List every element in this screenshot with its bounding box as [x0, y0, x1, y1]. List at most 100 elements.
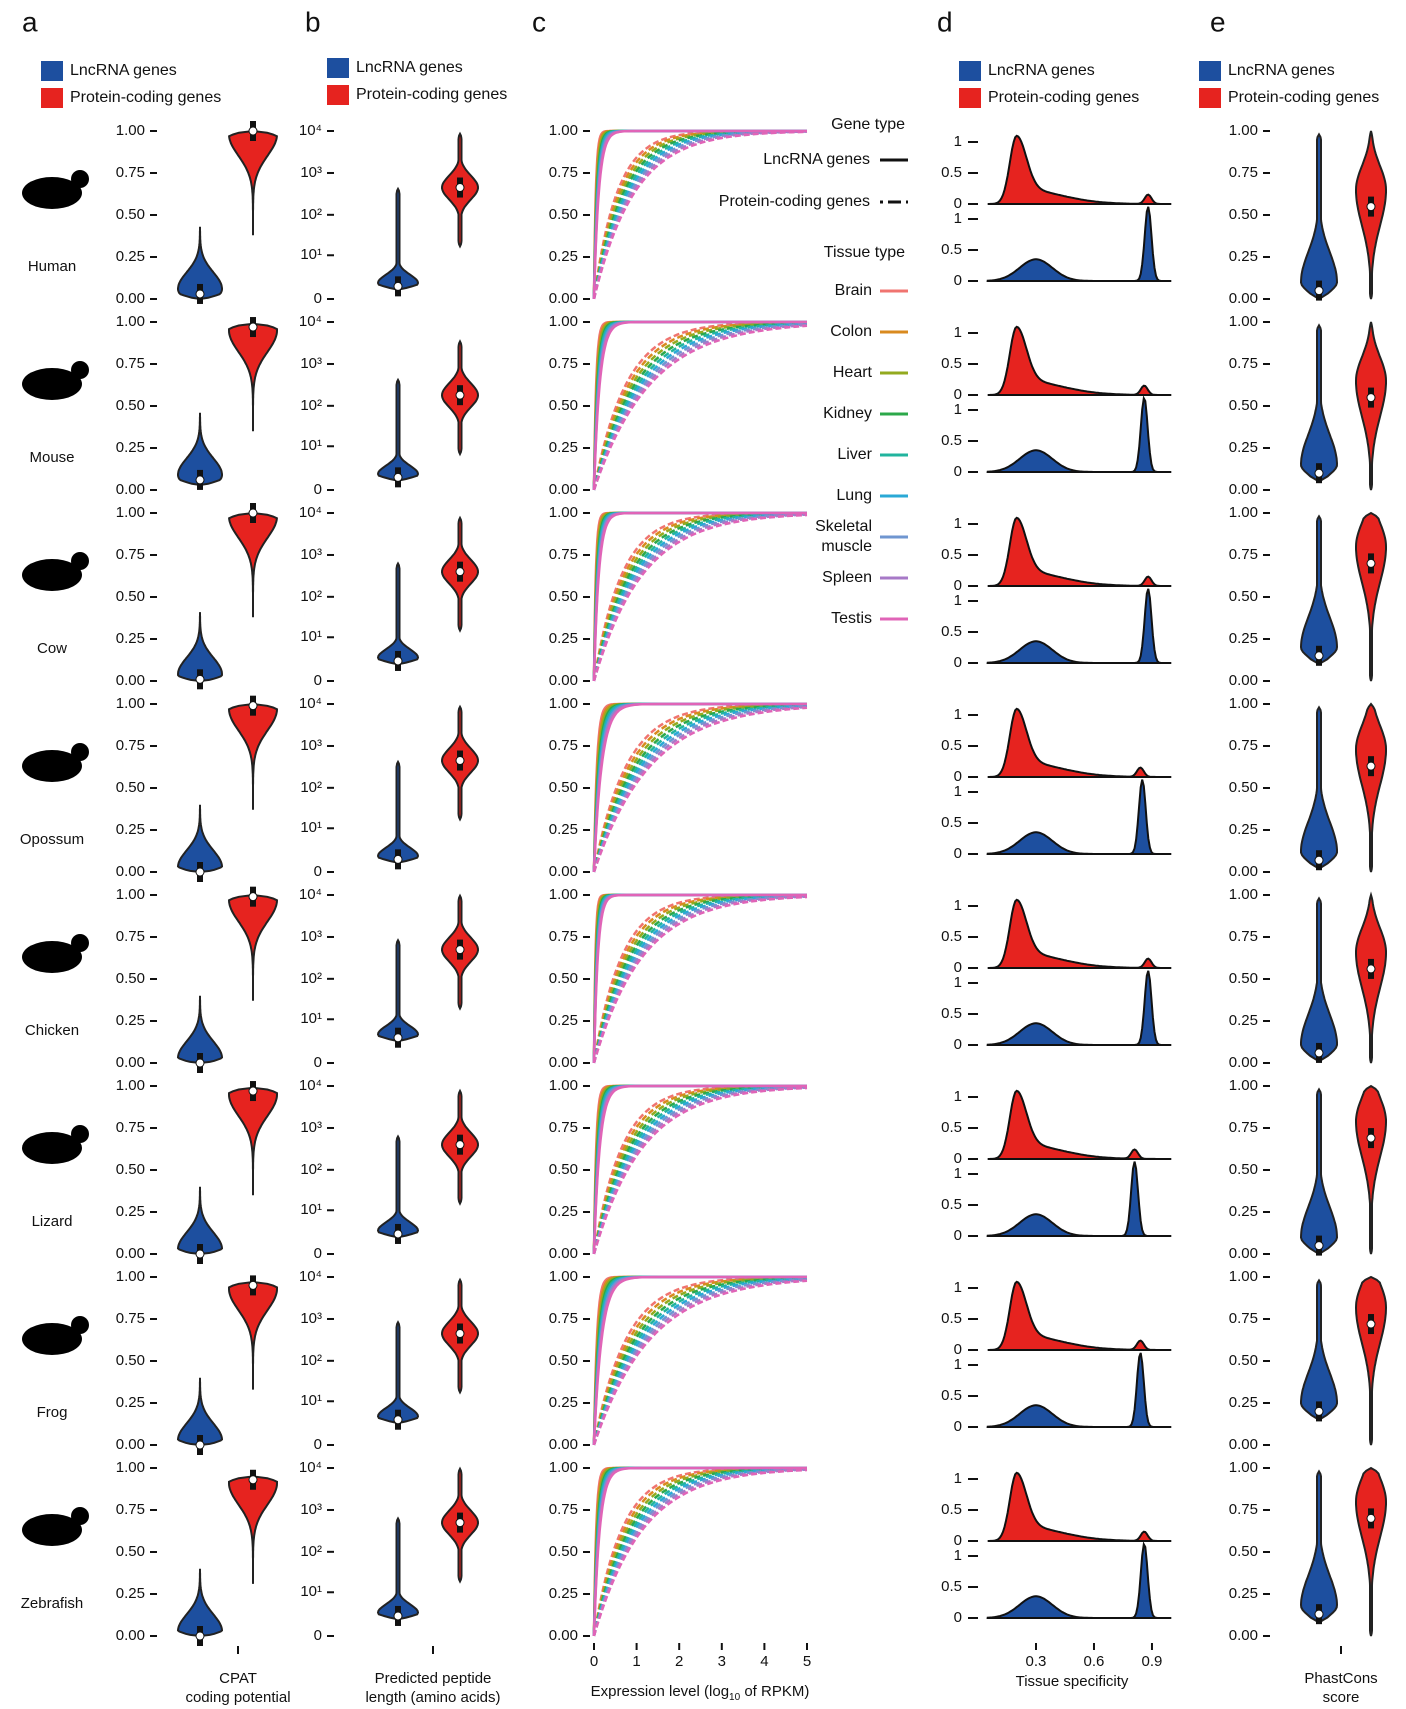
violin: [1301, 707, 1337, 868]
y-tick-label: 1.00: [116, 504, 145, 521]
y-tick-label: 0.75: [116, 546, 145, 563]
y-tick-label: 10¹: [300, 1201, 322, 1218]
median: [1367, 1514, 1375, 1522]
y-tick-label: 1: [954, 1088, 962, 1105]
y-tick-label: 1.00: [116, 695, 145, 712]
cdf-line: [594, 514, 807, 681]
y-tick-label: 0.75: [1229, 928, 1258, 945]
species-icon: [71, 1316, 89, 1334]
legend-label: Skeletal: [815, 518, 872, 535]
cdf-line: [594, 1469, 807, 1636]
y-tick-label: 1.00: [1229, 886, 1258, 903]
y-tick-label: 0.00: [116, 481, 145, 498]
violin: [378, 1322, 418, 1423]
y-tick-label: 10⁴: [299, 313, 322, 330]
y-tick-label: 0.50: [1229, 588, 1258, 605]
median: [249, 509, 257, 517]
y-tick-label: 1: [954, 324, 962, 341]
x-tick-label: 5: [803, 1653, 811, 1670]
median: [249, 1476, 257, 1484]
y-tick-label: 0: [314, 1627, 322, 1644]
y-tick-label: 0.5: [941, 1387, 962, 1404]
median: [196, 1250, 204, 1258]
violin: [378, 380, 418, 481]
y-tick-label: 0.25: [116, 1394, 145, 1411]
x-tick-label: 4: [760, 1653, 768, 1670]
median: [394, 1612, 402, 1620]
cdf-line: [594, 1469, 807, 1636]
y-tick-label: 1.00: [116, 122, 145, 139]
median: [1315, 1242, 1323, 1250]
cdf-line: [594, 515, 807, 681]
y-tick-label: 10³: [300, 164, 322, 181]
cdf-line: [594, 706, 807, 872]
median: [249, 702, 257, 710]
y-tick-label: 0.00: [1229, 1627, 1258, 1644]
cdf-line: [594, 324, 807, 490]
x-axis-label-part: of RPKM): [740, 1683, 809, 1700]
median: [456, 391, 464, 399]
species-name: Opossum: [20, 831, 84, 848]
y-tick-label: 0.00: [116, 1436, 145, 1453]
y-tick-label: 0: [314, 290, 322, 307]
species-icon: [71, 1507, 89, 1525]
median: [394, 1034, 402, 1042]
y-tick-label: 0.50: [549, 1352, 578, 1369]
violin: [1356, 895, 1386, 1063]
density: [988, 1282, 1172, 1350]
density: [988, 136, 1172, 204]
y-tick-label: 0.25: [1229, 630, 1258, 647]
y-tick-label: 1.00: [116, 886, 145, 903]
panel-label: a: [22, 6, 38, 37]
median: [1315, 856, 1323, 864]
y-tick-label: 0.50: [549, 1161, 578, 1178]
cdf-line: [594, 324, 807, 490]
median: [1315, 287, 1323, 295]
y-tick-label: 0.25: [549, 439, 578, 456]
legend-label: Colon: [830, 323, 872, 340]
y-tick-label: 0.25: [1229, 439, 1258, 456]
y-tick-label: 0.00: [549, 481, 578, 498]
violin: [178, 1378, 222, 1445]
y-tick-label: 10⁴: [299, 1268, 322, 1285]
y-tick-label: 0.75: [1229, 737, 1258, 754]
cdf-line: [594, 897, 807, 1063]
density: [988, 709, 1172, 777]
y-tick-label: 1.00: [549, 1268, 578, 1285]
violin: [378, 940, 418, 1041]
y-tick-label: 0.75: [1229, 355, 1258, 372]
y-tick-label: 0.25: [1229, 1203, 1258, 1220]
panel-label: c: [532, 6, 546, 37]
y-tick-label: 0.25: [1229, 1585, 1258, 1602]
y-tick-label: 0: [314, 481, 322, 498]
median: [1367, 1134, 1375, 1142]
y-tick-label: 0: [954, 1418, 962, 1435]
density: [988, 971, 1172, 1045]
violin: [1301, 898, 1337, 1061]
y-tick-label: 10⁴: [299, 122, 322, 139]
density: [988, 1091, 1172, 1159]
x-tick-label: 0.9: [1142, 1653, 1163, 1670]
violin: [378, 762, 418, 863]
panel-label: b: [305, 6, 321, 37]
density: [988, 207, 1172, 281]
legend-label: LncRNA genes: [356, 59, 463, 76]
y-tick-label: 0.00: [1229, 863, 1258, 880]
y-tick-label: 0.75: [549, 1501, 578, 1518]
panel-label: e: [1210, 6, 1226, 37]
violin: [229, 1476, 277, 1584]
y-tick-label: 1: [954, 210, 962, 227]
legend-swatch: [327, 85, 349, 105]
x-tick-label: 0.3: [1026, 1653, 1047, 1670]
y-tick-label: 0.75: [549, 1119, 578, 1136]
median: [1367, 1320, 1375, 1328]
y-tick-label: 0.5: [941, 546, 962, 563]
y-tick-label: 0.75: [116, 1310, 145, 1327]
cdf-line: [594, 1087, 807, 1254]
y-tick-label: 0.75: [116, 164, 145, 181]
legend-label: muscle: [821, 538, 872, 555]
cdf-line: [594, 896, 807, 1063]
x-axis-label-part: 10: [729, 1692, 741, 1703]
y-tick-label: 0.5: [941, 928, 962, 945]
y-tick-label: 0.50: [1229, 1352, 1258, 1369]
